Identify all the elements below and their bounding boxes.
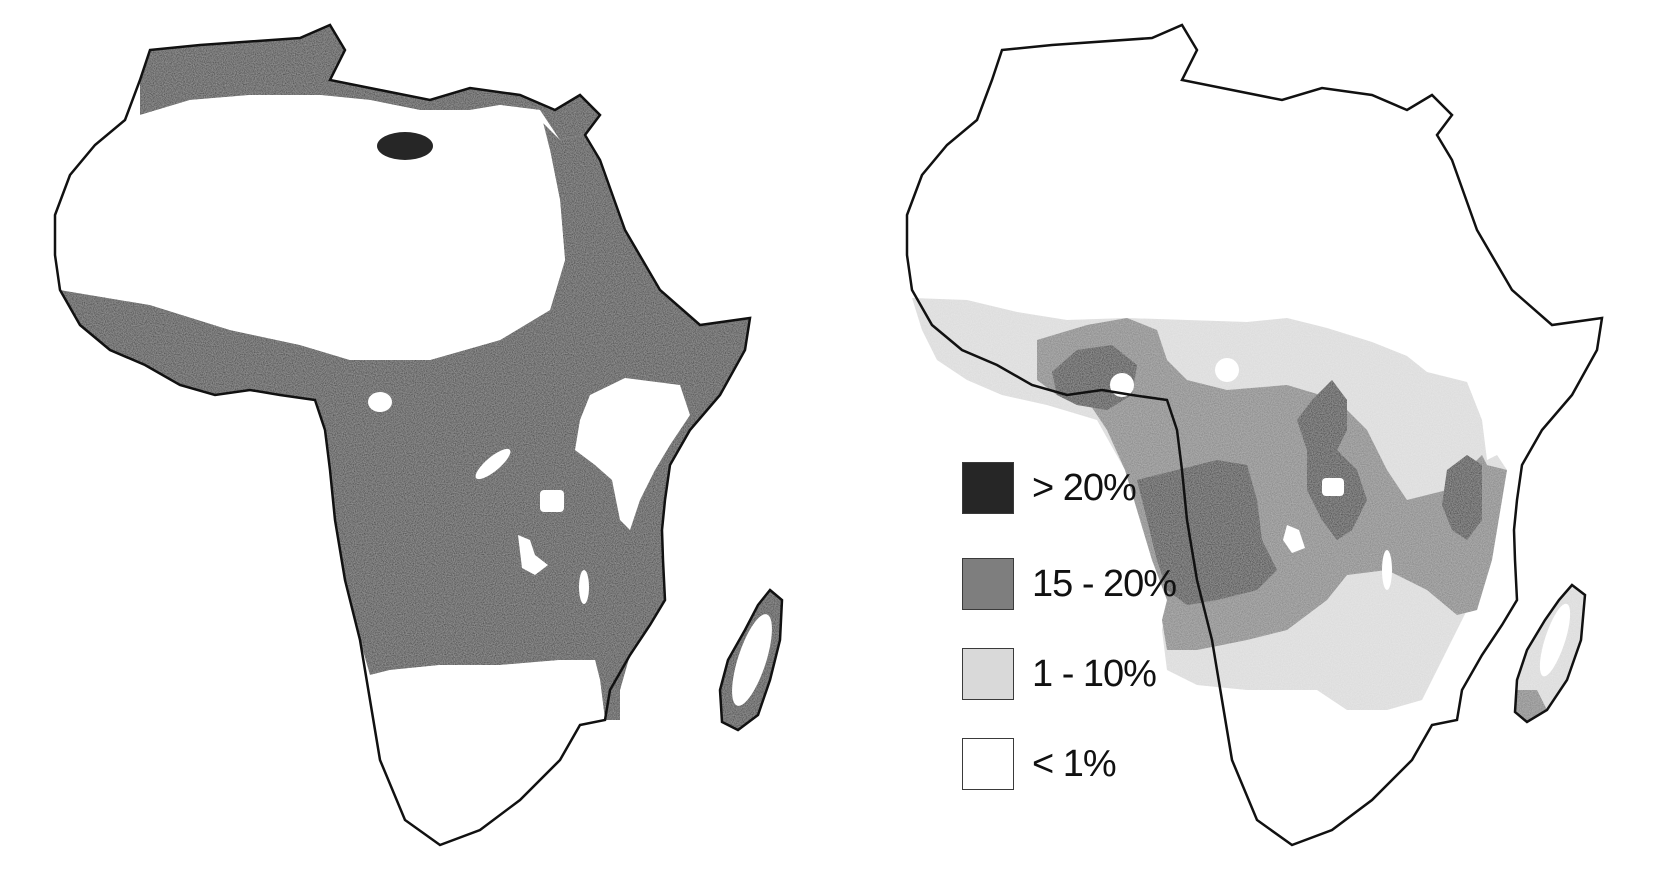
region-dark-east <box>1297 380 1367 540</box>
africa-map-right <box>905 23 1604 847</box>
sahara-spot <box>377 132 433 160</box>
hole-c <box>1322 478 1344 496</box>
region-dark-coast <box>1442 455 1482 540</box>
small-gap-madagascar <box>732 614 772 706</box>
sahara-gap <box>55 95 565 360</box>
region-north-coast <box>140 25 600 140</box>
africa-map-left <box>53 23 784 847</box>
legend-swatch-lt1 <box>962 738 1014 790</box>
east-gap <box>575 378 690 530</box>
hole-b <box>1215 358 1239 382</box>
hole-d <box>1283 525 1305 553</box>
madagascar-outline-right <box>1513 583 1587 724</box>
legend-label-15-20: 15 - 20% <box>1032 563 1177 605</box>
small-gap-d <box>518 535 548 575</box>
legend-swatch-gt20 <box>962 462 1014 514</box>
hole-e <box>1382 550 1392 590</box>
region-tropical-belt <box>60 120 750 720</box>
legend-swatch-1-10 <box>962 648 1014 700</box>
legend-label-1-10: 1 - 10% <box>1032 653 1157 695</box>
region-dark-central <box>1137 460 1277 605</box>
madagascar-outline-left <box>718 588 784 732</box>
hole-madagascar <box>1539 603 1571 677</box>
hole-a <box>1110 373 1134 397</box>
small-gap-b <box>475 448 511 480</box>
legend-swatch-15-20 <box>962 558 1014 610</box>
legend-label-lt1: < 1% <box>1032 743 1117 785</box>
small-gap-a <box>368 392 392 412</box>
south-gap <box>370 660 605 845</box>
small-gap-e <box>579 570 589 604</box>
small-gap-c <box>540 490 564 512</box>
legend-label-gt20: > 20% <box>1032 467 1137 509</box>
